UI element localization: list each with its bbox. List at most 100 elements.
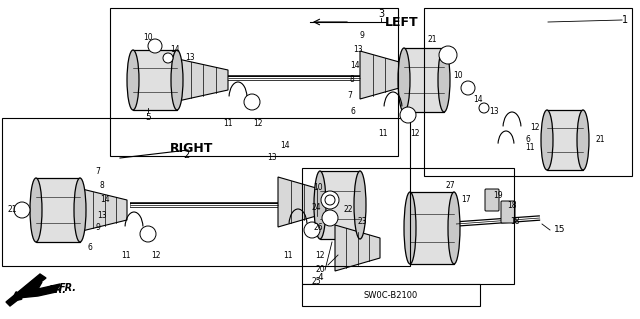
Polygon shape [278,177,330,227]
Bar [424,8,632,176]
Text: RIGHT: RIGHT [170,142,214,154]
Text: 11: 11 [121,251,131,261]
Bar [2,118,410,266]
Circle shape [244,94,260,110]
Text: 12: 12 [316,251,324,261]
Text: 14: 14 [280,142,290,151]
Circle shape [148,39,162,53]
Bar [36,178,80,242]
Ellipse shape [541,110,553,170]
Text: 14: 14 [473,95,483,105]
Text: 25: 25 [311,278,321,286]
Text: 11: 11 [525,144,535,152]
Polygon shape [360,51,410,99]
Circle shape [14,202,30,218]
Text: 12: 12 [253,120,263,129]
Text: 13: 13 [267,153,277,162]
Text: 13: 13 [97,211,107,219]
Text: 12: 12 [151,251,161,261]
Text: 11: 11 [284,251,292,261]
Ellipse shape [314,171,326,239]
Text: 13: 13 [353,46,363,55]
Text: 6: 6 [351,108,355,116]
Text: 10: 10 [313,183,323,192]
Text: 11: 11 [378,130,388,138]
Polygon shape [8,278,42,302]
Polygon shape [178,59,228,101]
Bar [133,50,177,110]
Circle shape [325,195,335,205]
FancyBboxPatch shape [501,201,515,223]
Ellipse shape [30,178,42,242]
Text: 18: 18 [510,218,520,226]
Text: 14: 14 [350,61,360,70]
Ellipse shape [74,178,86,242]
Ellipse shape [404,192,416,264]
Text: 6: 6 [88,243,92,253]
Text: 14: 14 [170,46,180,55]
Text: 15: 15 [554,226,566,234]
Text: 9: 9 [360,31,364,40]
Text: 12: 12 [410,130,420,138]
Ellipse shape [398,48,410,112]
Ellipse shape [354,171,366,239]
Text: 4: 4 [317,273,323,283]
Text: 12: 12 [531,123,540,132]
Circle shape [461,81,475,95]
Text: 2: 2 [183,150,189,160]
Circle shape [304,222,320,238]
Text: 19: 19 [493,191,503,201]
Text: 21: 21 [595,136,605,145]
Text: 9: 9 [95,224,100,233]
Text: 14: 14 [100,196,110,204]
Polygon shape [335,225,380,271]
Bar [302,284,480,306]
Circle shape [322,210,338,226]
Circle shape [439,46,457,64]
Text: 17: 17 [461,196,471,204]
Bar [547,110,583,170]
Text: 8: 8 [349,76,355,85]
Circle shape [321,191,339,209]
Text: LEFT: LEFT [385,16,419,28]
Text: 13: 13 [185,54,195,63]
FancyBboxPatch shape [485,189,499,211]
Text: 23: 23 [357,218,367,226]
Text: 1: 1 [622,15,628,25]
Text: 22: 22 [343,205,353,214]
Text: 24: 24 [311,204,321,212]
Ellipse shape [577,110,589,170]
Text: 7: 7 [95,167,100,176]
Circle shape [479,103,489,113]
Text: 7: 7 [348,91,353,100]
Text: 20: 20 [315,265,325,275]
Bar [320,171,360,239]
Polygon shape [82,189,127,231]
Bar [404,48,444,112]
Text: 21: 21 [7,205,17,214]
Text: 10: 10 [453,70,463,79]
Bar [302,168,514,284]
Text: 10: 10 [143,33,153,42]
Bar [410,192,454,264]
Text: 6: 6 [525,136,531,145]
Text: FR.: FR. [49,285,67,295]
Text: FR.: FR. [59,283,77,293]
Ellipse shape [127,50,139,110]
Text: 27: 27 [445,181,455,189]
Text: 13: 13 [489,108,499,116]
Ellipse shape [171,50,183,110]
Text: 26: 26 [313,224,323,233]
Bar [110,8,398,156]
Ellipse shape [448,192,460,264]
Ellipse shape [438,48,450,112]
Circle shape [400,107,416,123]
Text: 8: 8 [100,182,104,190]
Text: 5: 5 [145,114,151,122]
Text: 3: 3 [378,9,384,19]
Text: 21: 21 [428,35,436,44]
Circle shape [163,53,173,63]
Text: 18: 18 [508,202,516,211]
Text: SW0C-B2100: SW0C-B2100 [364,291,418,300]
Polygon shape [6,274,46,306]
